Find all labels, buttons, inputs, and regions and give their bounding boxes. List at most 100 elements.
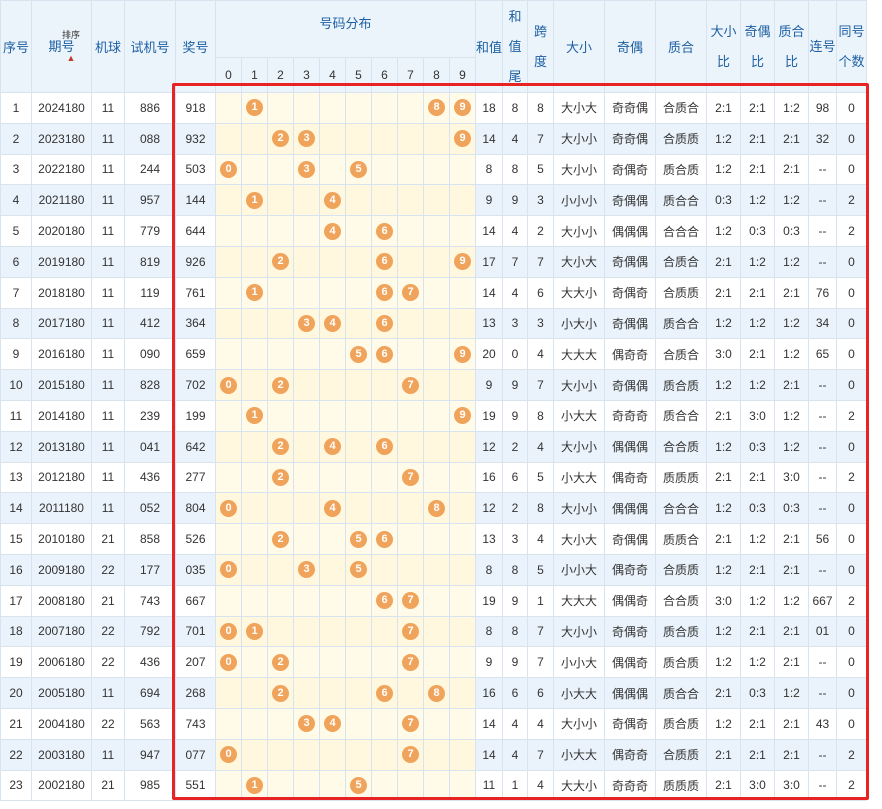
sum-tail-cell: 8	[502, 615, 529, 648]
seq-cell: 3	[0, 153, 32, 186]
size-cell: 大小小	[553, 707, 606, 740]
prime-ratio-cell: 2:1	[774, 646, 810, 679]
size-ratio-cell: 0:3	[706, 184, 742, 217]
distribution-cell-7	[397, 677, 424, 709]
sum-tail-cell: 4	[502, 122, 529, 155]
distribution-cell-7	[397, 215, 424, 247]
trial-cell: 563	[124, 707, 176, 740]
same-count-cell: 0	[836, 646, 868, 679]
distribution-cell-4: 4	[319, 492, 346, 525]
distribution-cell-0	[215, 461, 242, 494]
prime-ratio-cell: 1:2	[774, 184, 810, 217]
parity-cell: 奇偶偶	[604, 245, 657, 278]
size-ratio-cell: 1:2	[706, 307, 742, 340]
number-ball: 6	[376, 314, 393, 332]
prime-cell: 质合合	[655, 307, 708, 340]
machine-cell: 11	[91, 92, 125, 124]
same-count-cell: 2	[836, 215, 868, 247]
size-cell: 小大大	[553, 461, 606, 494]
trial-cell: 177	[124, 553, 176, 586]
prime-ratio-cell: 1:2	[774, 399, 810, 432]
table-row: 23 2002180 21 985 551 1 5 11 1 4 大大小 奇奇奇 质质质 2:1 3:0 3:…	[0, 769, 868, 802]
trial-cell: 947	[124, 738, 176, 771]
same-count-cell: 0	[836, 307, 868, 340]
distribution-cell-0: 0	[215, 553, 242, 586]
distribution-cell-3	[293, 92, 320, 124]
seq-cell: 17	[0, 584, 32, 617]
parity-ratio-cell: 2:1	[740, 338, 776, 371]
number-ball: 0	[220, 746, 237, 764]
prime-ratio-cell: 1:2	[774, 338, 810, 371]
distribution-cell-1	[241, 122, 268, 155]
distribution-cell-6: 6	[371, 215, 398, 247]
size-cell: 小大小	[553, 307, 606, 340]
header-prime: 质合	[655, 0, 708, 93]
size-cell: 小大大	[553, 399, 606, 432]
table-row: 16 2009180 22 177 035 0 3 5 8 8 5 小小大 偶奇奇 合质质 1:2 2:1 2:…	[0, 553, 868, 586]
size-ratio-cell: 2:1	[706, 245, 742, 278]
parity-cell: 偶偶偶	[604, 492, 657, 525]
header-period[interactable]: 期号 排序 ▲	[31, 0, 92, 93]
same-count-cell: 0	[836, 553, 868, 586]
parity-ratio-cell: 2:1	[740, 153, 776, 186]
distribution-cell-8	[423, 338, 450, 371]
distribution-cell-1	[241, 430, 268, 463]
distribution-cell-1	[241, 553, 268, 586]
distribution-cell-0	[215, 523, 242, 555]
trial-cell: 819	[124, 245, 176, 278]
period-cell: 2014180	[31, 399, 92, 432]
parity-ratio-cell: 1:2	[740, 184, 776, 217]
distribution-cell-5	[345, 92, 372, 124]
distribution-cell-1	[241, 338, 268, 371]
distribution-cell-2	[267, 769, 294, 802]
prime-cell: 质合质	[655, 646, 708, 679]
distribution-cell-2	[267, 92, 294, 124]
distribution-cell-8	[423, 184, 450, 217]
prime-cell: 质合质	[655, 707, 708, 740]
number-ball: 3	[298, 314, 315, 332]
distribution-cell-6	[371, 153, 398, 186]
consecutive-cell: 98	[808, 92, 838, 124]
distribution-cell-4: 4	[319, 707, 346, 740]
distribution-cell-0	[215, 677, 242, 709]
machine-cell: 11	[91, 492, 125, 525]
sort-control[interactable]: 排序 ▲	[62, 23, 80, 63]
same-count-cell: 0	[836, 677, 868, 709]
distribution-cell-2: 2	[267, 461, 294, 494]
distribution-cell-5	[345, 369, 372, 401]
sum-tail-cell: 8	[502, 553, 529, 586]
prime-cell: 合质合	[655, 245, 708, 278]
parity-ratio-cell: 2:1	[740, 92, 776, 124]
parity-cell: 偶偶偶	[604, 215, 657, 247]
sum-cell: 9	[474, 646, 504, 679]
period-cell: 2016180	[31, 338, 92, 371]
header-digit-6: 6	[371, 57, 398, 93]
distribution-cell-7	[397, 122, 424, 155]
number-ball: 6	[376, 222, 393, 240]
number-ball: 6	[376, 684, 393, 702]
sum-cell: 20	[474, 338, 504, 371]
sum-cell: 17	[474, 245, 504, 278]
distribution-cell-3	[293, 615, 320, 648]
distribution-cell-0	[215, 122, 242, 155]
sum-tail-cell: 0	[502, 338, 529, 371]
period-cell: 2018180	[31, 276, 92, 309]
machine-cell: 11	[91, 677, 125, 709]
prime-ratio-cell: 2:1	[774, 738, 810, 771]
distribution-cell-8	[423, 369, 450, 401]
size-cell: 大小小	[553, 615, 606, 648]
distribution-cell-7	[397, 523, 424, 555]
distribution-cell-2	[267, 153, 294, 186]
table-row: 22 2003180 11 947 077 0 7 14 4 7 小大大 偶奇奇 合质质 2:1 2:1 2:…	[0, 738, 868, 771]
consecutive-cell: 667	[808, 584, 838, 617]
distribution-cell-7	[397, 338, 424, 371]
size-ratio-cell: 1:2	[706, 553, 742, 586]
span-cell: 4	[527, 430, 555, 463]
seq-cell: 13	[0, 461, 32, 494]
header-digit-1: 1	[241, 57, 268, 93]
prime-cell: 质质合	[655, 523, 708, 555]
parity-ratio-cell: 1:2	[740, 646, 776, 679]
number-ball: 1	[246, 776, 263, 794]
distribution-cell-0: 0	[215, 369, 242, 401]
number-ball: 5	[350, 776, 367, 794]
